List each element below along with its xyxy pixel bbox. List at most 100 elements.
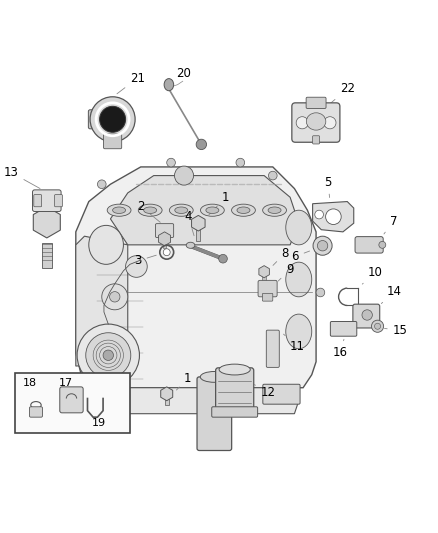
FancyBboxPatch shape xyxy=(88,110,104,129)
Text: 10: 10 xyxy=(362,265,383,284)
FancyBboxPatch shape xyxy=(60,387,83,413)
FancyBboxPatch shape xyxy=(212,407,258,417)
Circle shape xyxy=(268,171,277,180)
Text: 5: 5 xyxy=(324,175,332,198)
Ellipse shape xyxy=(286,210,312,245)
FancyBboxPatch shape xyxy=(197,377,232,450)
Circle shape xyxy=(110,292,120,302)
Circle shape xyxy=(174,166,194,185)
Text: 14: 14 xyxy=(381,285,402,304)
Circle shape xyxy=(86,333,131,378)
Bar xyxy=(15,373,130,433)
Circle shape xyxy=(90,97,135,142)
Circle shape xyxy=(318,240,328,251)
Text: 6: 6 xyxy=(291,250,310,263)
FancyBboxPatch shape xyxy=(29,407,42,417)
FancyBboxPatch shape xyxy=(306,97,326,109)
Circle shape xyxy=(126,256,147,277)
Ellipse shape xyxy=(107,204,131,216)
Ellipse shape xyxy=(144,207,157,213)
Ellipse shape xyxy=(200,372,228,382)
Circle shape xyxy=(219,254,227,263)
Text: 17: 17 xyxy=(59,378,73,388)
Polygon shape xyxy=(313,201,354,232)
Polygon shape xyxy=(76,167,316,387)
Bar xyxy=(165,394,169,405)
Circle shape xyxy=(315,210,323,219)
Ellipse shape xyxy=(186,243,195,248)
Text: 20: 20 xyxy=(177,67,191,80)
FancyBboxPatch shape xyxy=(355,237,383,253)
FancyBboxPatch shape xyxy=(55,195,62,207)
Ellipse shape xyxy=(263,204,286,216)
Text: 1: 1 xyxy=(177,372,191,390)
Text: 18: 18 xyxy=(23,378,37,388)
Polygon shape xyxy=(110,175,299,245)
Circle shape xyxy=(316,240,325,249)
Text: 13: 13 xyxy=(4,166,40,189)
Text: 2: 2 xyxy=(138,200,160,222)
Text: 16: 16 xyxy=(333,340,348,359)
Circle shape xyxy=(103,350,113,360)
Text: 21: 21 xyxy=(117,71,145,94)
FancyBboxPatch shape xyxy=(266,330,279,367)
Ellipse shape xyxy=(170,204,193,216)
Text: 3: 3 xyxy=(134,254,156,268)
Text: 4: 4 xyxy=(184,210,194,236)
FancyBboxPatch shape xyxy=(313,136,320,144)
Ellipse shape xyxy=(232,204,255,216)
Text: 11: 11 xyxy=(283,334,305,353)
Circle shape xyxy=(374,323,381,329)
Text: 12: 12 xyxy=(254,385,276,399)
FancyBboxPatch shape xyxy=(353,304,380,328)
FancyBboxPatch shape xyxy=(330,321,357,336)
Text: 19: 19 xyxy=(92,418,106,428)
Text: 7: 7 xyxy=(384,215,397,234)
Circle shape xyxy=(324,117,336,129)
Text: 8: 8 xyxy=(273,247,289,265)
FancyBboxPatch shape xyxy=(258,280,277,297)
Ellipse shape xyxy=(306,113,326,130)
Bar xyxy=(163,239,166,248)
Ellipse shape xyxy=(113,207,126,213)
Bar xyxy=(196,227,201,240)
Circle shape xyxy=(97,387,106,397)
Ellipse shape xyxy=(206,207,219,213)
Circle shape xyxy=(97,180,106,189)
Circle shape xyxy=(236,158,245,167)
Ellipse shape xyxy=(164,78,173,91)
Ellipse shape xyxy=(286,262,312,297)
Ellipse shape xyxy=(138,204,162,216)
FancyBboxPatch shape xyxy=(155,224,173,238)
Circle shape xyxy=(371,320,384,332)
Text: 15: 15 xyxy=(385,324,408,337)
Polygon shape xyxy=(76,236,128,366)
Circle shape xyxy=(325,209,341,224)
FancyBboxPatch shape xyxy=(103,134,122,149)
Circle shape xyxy=(99,106,126,132)
Circle shape xyxy=(77,324,139,386)
FancyBboxPatch shape xyxy=(32,190,61,212)
Text: 22: 22 xyxy=(329,83,355,104)
Ellipse shape xyxy=(201,204,224,216)
Circle shape xyxy=(362,310,372,320)
Circle shape xyxy=(196,139,207,150)
FancyBboxPatch shape xyxy=(262,293,273,301)
Ellipse shape xyxy=(268,207,281,213)
FancyBboxPatch shape xyxy=(215,368,254,414)
Text: 9: 9 xyxy=(278,263,293,281)
Ellipse shape xyxy=(237,207,250,213)
Circle shape xyxy=(167,158,175,167)
Text: 1: 1 xyxy=(209,191,230,215)
Circle shape xyxy=(163,249,170,256)
FancyBboxPatch shape xyxy=(34,195,42,207)
FancyBboxPatch shape xyxy=(263,384,300,404)
Ellipse shape xyxy=(286,314,312,349)
Bar xyxy=(262,274,266,282)
Circle shape xyxy=(296,117,308,129)
Circle shape xyxy=(313,236,332,255)
Bar xyxy=(42,243,52,268)
Circle shape xyxy=(102,284,128,310)
Ellipse shape xyxy=(175,207,188,213)
Ellipse shape xyxy=(89,225,124,264)
